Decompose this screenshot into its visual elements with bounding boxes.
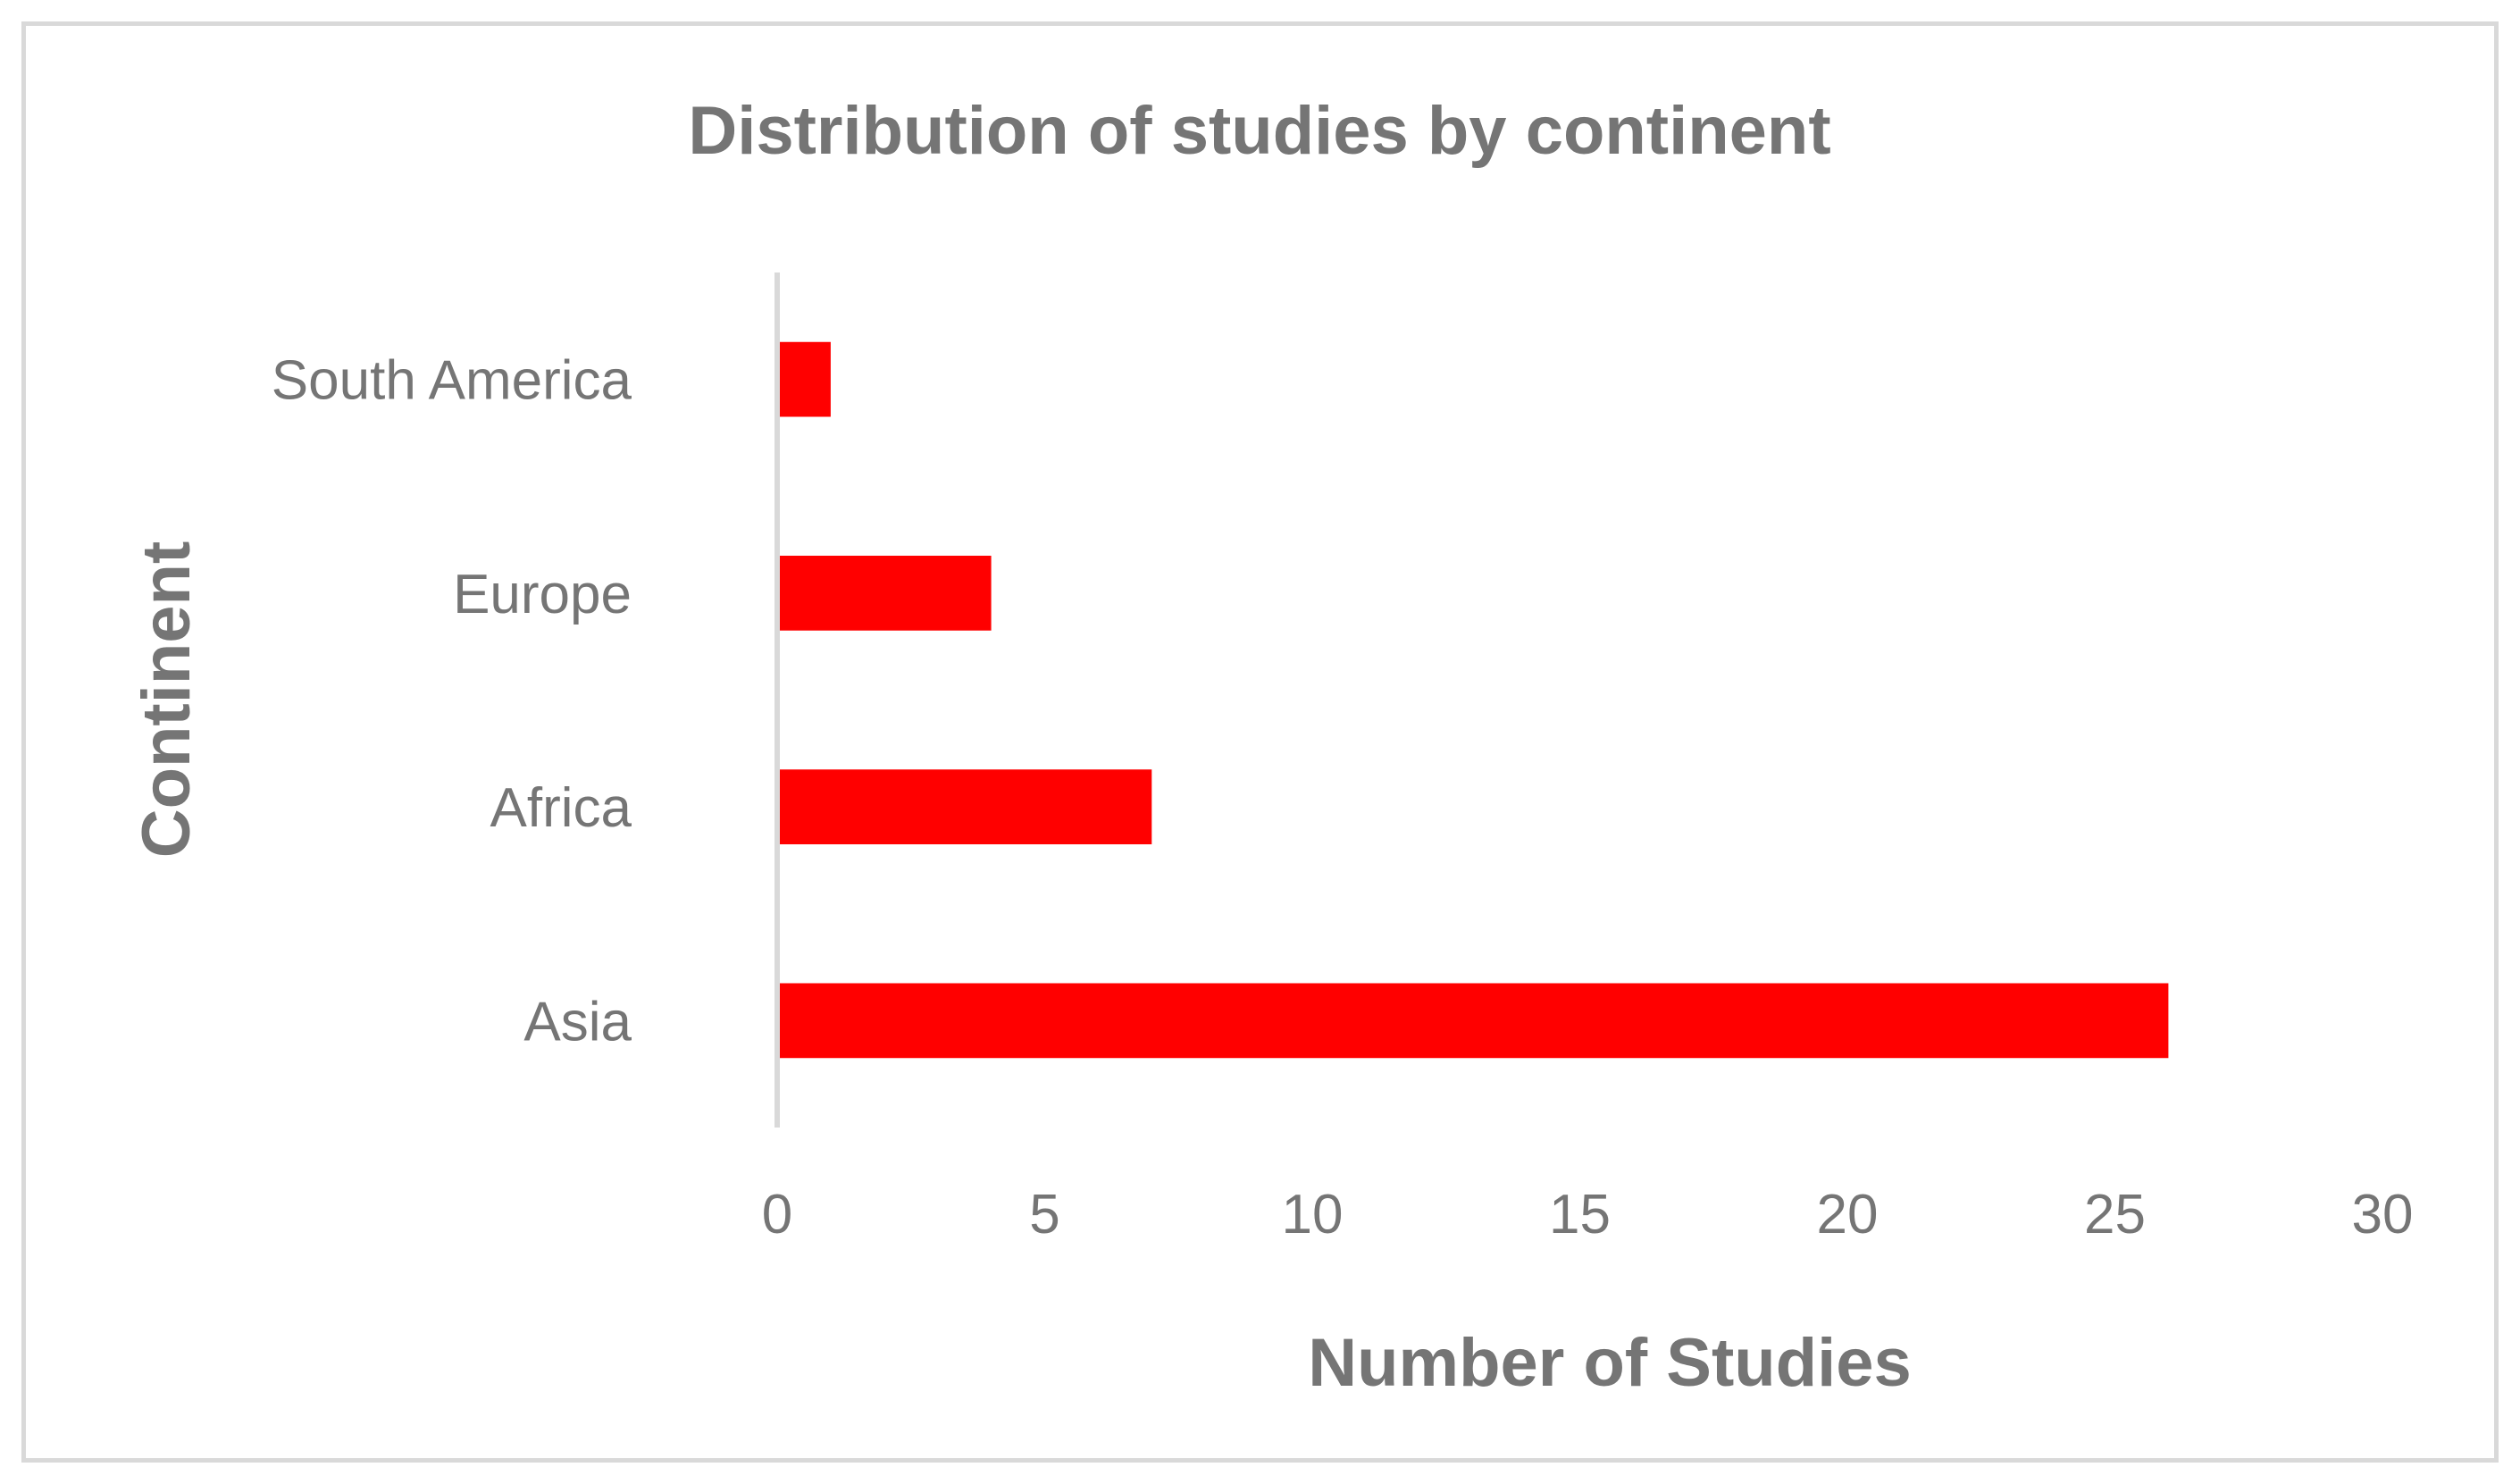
chart-title: Distribution of studies by continent [688, 93, 1830, 169]
x-tick-label-15: 15 [1549, 1184, 1611, 1245]
category-label-europe: Europe [453, 564, 632, 625]
x-tick-label-10: 10 [1282, 1184, 1344, 1245]
bar-asia [777, 983, 2169, 1059]
category-tick-labels: South America Europe Africa Asia [272, 350, 632, 1053]
x-tick-label-30: 30 [2352, 1184, 2414, 1245]
bars-layer [777, 341, 2169, 1059]
y-axis-title: Continent [129, 541, 205, 859]
category-label-asia: Asia [523, 991, 632, 1052]
chart-frame [21, 21, 2499, 1463]
bar-africa [777, 769, 1152, 844]
value-tick-labels: 0 5 10 15 20 25 30 [762, 1184, 2414, 1245]
x-tick-label-25: 25 [2084, 1184, 2146, 1245]
bar-south-america [777, 341, 831, 417]
category-label-south-america: South America [272, 350, 632, 412]
x-axis-title: Number of Studies [1308, 1325, 1912, 1401]
bar-europe [777, 556, 992, 631]
category-label-africa: Africa [490, 777, 632, 839]
x-tick-label-5: 5 [1029, 1184, 1059, 1245]
x-tick-label-0: 0 [762, 1184, 792, 1245]
x-tick-label-20: 20 [1817, 1184, 1879, 1245]
